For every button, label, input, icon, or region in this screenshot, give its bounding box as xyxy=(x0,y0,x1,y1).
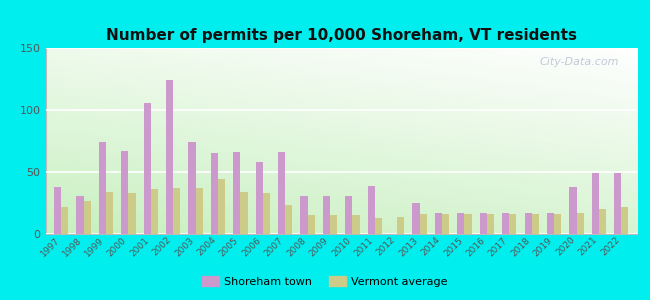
Bar xyxy=(54,187,61,234)
Bar xyxy=(525,213,532,234)
Bar xyxy=(577,213,584,234)
Bar xyxy=(99,142,106,234)
Bar xyxy=(196,188,203,234)
Bar xyxy=(554,214,561,234)
Bar xyxy=(487,214,494,234)
Bar xyxy=(458,213,465,234)
Bar xyxy=(307,215,315,234)
Bar xyxy=(510,214,517,234)
Bar xyxy=(592,173,599,234)
Bar xyxy=(599,209,606,234)
Bar xyxy=(375,218,382,234)
Bar xyxy=(122,151,129,234)
Bar xyxy=(300,196,307,234)
Bar xyxy=(532,214,539,234)
Text: City-Data.com: City-Data.com xyxy=(540,57,619,67)
Bar xyxy=(106,192,113,234)
Bar xyxy=(465,214,472,234)
Bar xyxy=(480,213,487,234)
Bar xyxy=(368,186,375,234)
Bar xyxy=(166,80,173,234)
Bar xyxy=(323,196,330,234)
Bar xyxy=(352,215,359,234)
Bar xyxy=(345,196,352,234)
Bar xyxy=(621,207,629,234)
Bar xyxy=(614,173,621,234)
Bar xyxy=(569,187,577,234)
Bar xyxy=(397,217,404,234)
Bar xyxy=(547,213,554,234)
Bar xyxy=(144,103,151,234)
Bar xyxy=(240,192,248,234)
Bar xyxy=(233,152,240,234)
Title: Number of permits per 10,000 Shoreham, VT residents: Number of permits per 10,000 Shoreham, V… xyxy=(106,28,577,43)
Legend: Shoreham town, Vermont average: Shoreham town, Vermont average xyxy=(198,272,452,291)
Bar xyxy=(188,142,196,234)
Bar xyxy=(84,200,91,234)
Bar xyxy=(285,206,293,234)
Bar xyxy=(278,152,285,234)
Bar xyxy=(420,214,427,234)
Bar xyxy=(330,215,337,234)
Bar xyxy=(413,203,420,234)
Bar xyxy=(218,179,225,234)
Bar xyxy=(255,162,263,234)
Bar xyxy=(173,188,181,234)
Bar xyxy=(263,193,270,234)
Bar xyxy=(211,153,218,234)
Bar xyxy=(442,214,449,234)
Bar xyxy=(129,193,136,234)
Bar xyxy=(77,196,84,234)
Bar xyxy=(435,213,442,234)
Bar xyxy=(61,207,68,234)
Bar xyxy=(502,213,510,234)
Bar xyxy=(151,189,158,234)
